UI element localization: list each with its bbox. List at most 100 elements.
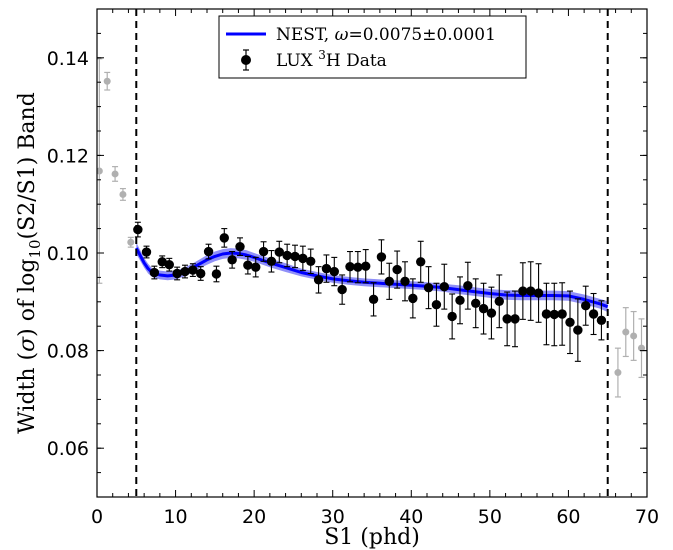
data-point (157, 257, 167, 267)
data-point (463, 280, 473, 291)
x-tick-label: 30 (321, 506, 345, 528)
legend-nest-part: NEST, (276, 25, 335, 45)
data-point (573, 325, 583, 335)
legend-nest-part: =0.0075±0.0001 (348, 25, 495, 45)
data-point (408, 293, 418, 304)
data-point (321, 263, 332, 274)
y-axis-title: Width (σ) of log10(S2/S1) Band (15, 92, 44, 434)
x-tick-label: 70 (635, 506, 659, 528)
y-axis-title-sigma: σ (15, 336, 40, 352)
data-point (180, 266, 190, 277)
excluded-points (97, 58, 645, 398)
data-point (533, 288, 544, 298)
legend-lux-part: LUX (276, 51, 318, 71)
data-point (494, 296, 504, 307)
data-point (290, 251, 300, 262)
legend-nest-omega: ω (335, 25, 349, 45)
data-point (164, 260, 174, 270)
data-point (196, 268, 206, 279)
y-tick-label: 0.12 (47, 145, 89, 167)
data-point (510, 314, 520, 324)
data-point (376, 252, 387, 262)
legend-lux-label: LUX 3H Data (276, 48, 387, 71)
excluded-point (614, 369, 622, 377)
data-point (172, 268, 182, 279)
data-point (526, 286, 536, 296)
data-point (549, 309, 559, 320)
y-axis-title-part: ) of log (15, 259, 40, 337)
data-point (251, 262, 261, 272)
data-point (258, 246, 269, 257)
data-point (416, 257, 426, 267)
data-point (368, 294, 379, 305)
legend-nest-label: NEST, ω=0.0075±0.0001 (276, 25, 496, 45)
x-tick-label: 60 (556, 506, 580, 528)
y-tick-label: 0.14 (47, 48, 89, 70)
legend-lux-marker (241, 55, 251, 65)
data-point (235, 241, 245, 252)
data-point (565, 317, 575, 327)
data-point (471, 298, 481, 308)
data-point (149, 267, 160, 278)
excluded-point (630, 332, 638, 340)
excluded-point (638, 344, 645, 352)
data-point (282, 250, 292, 261)
y-tick-label: 0.08 (47, 341, 89, 363)
data-point (557, 309, 567, 319)
data-point (486, 308, 497, 318)
y-tick-label: 0.10 (47, 243, 89, 265)
data-point (431, 300, 442, 310)
data-point (353, 262, 363, 272)
data-point (439, 281, 449, 292)
data-point (306, 256, 316, 266)
data-point (541, 309, 552, 319)
data-point (219, 233, 229, 243)
data-point (423, 282, 434, 293)
data-point (227, 255, 237, 265)
data-point (345, 261, 355, 272)
data-point (502, 314, 512, 324)
data-point (133, 224, 143, 235)
data-point (141, 247, 152, 257)
data-point (400, 276, 410, 287)
plot-frame (96, 8, 648, 498)
data-point (392, 264, 402, 275)
data-point (211, 269, 222, 279)
x-tick-label: 20 (242, 506, 266, 528)
data-point (596, 315, 607, 326)
legend-lux-superscript: 3 (318, 48, 326, 62)
data-point (447, 311, 457, 322)
y-tick-label: 0.06 (47, 438, 89, 460)
legend-box (218, 15, 527, 79)
data-point (203, 246, 214, 257)
excluded-point (622, 328, 630, 336)
legend-lux-part: H Data (326, 51, 387, 71)
data-point (266, 256, 277, 266)
data-point (337, 284, 347, 295)
data-point (274, 247, 284, 257)
data-point (588, 309, 599, 319)
legend: NEST, ω=0.0075±0.0001 LUX 3H Data (218, 15, 527, 79)
y-axis-title-part: Width ( (15, 352, 40, 434)
data-point (188, 265, 198, 275)
y-axis-title-subscript: 10 (26, 239, 44, 258)
data-point (581, 301, 591, 311)
x-tick-label: 0 (91, 506, 103, 528)
excluded-point (111, 170, 119, 178)
data-point (298, 253, 308, 264)
data-point (518, 286, 528, 296)
excluded-point (103, 77, 111, 85)
excluded-point (119, 190, 127, 198)
lux-data-points (133, 221, 607, 362)
excluded-point (127, 238, 135, 246)
y-axis-title-part: (S2/S1) Band (15, 92, 40, 239)
x-axis-title: S1 (phd) (324, 525, 420, 550)
x-tick-label: 40 (399, 506, 423, 528)
data-point (384, 276, 394, 287)
x-tick-label: 50 (478, 506, 502, 528)
x-tick-label: 10 (163, 506, 187, 528)
data-point (361, 261, 371, 271)
data-point (313, 275, 324, 285)
excluded-point (97, 167, 103, 175)
